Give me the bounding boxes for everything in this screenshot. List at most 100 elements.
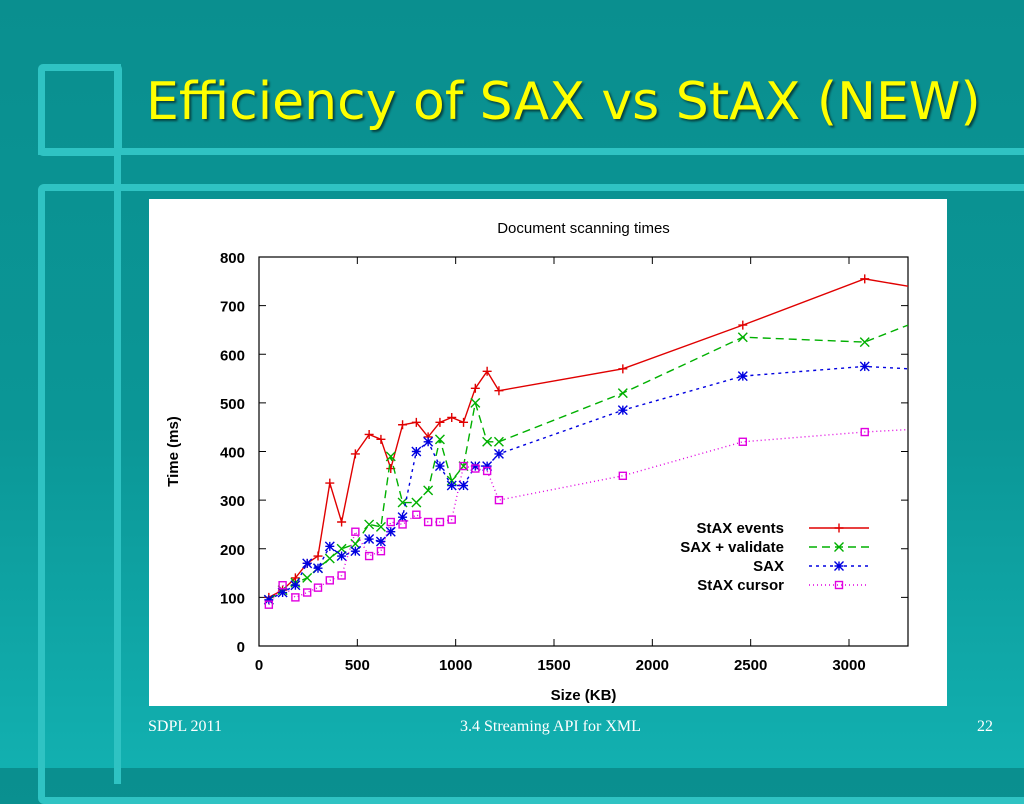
data-point-stax-cursor xyxy=(398,520,407,529)
data-point-stax-cursor xyxy=(376,546,386,556)
data-point-sax-validate xyxy=(434,434,445,445)
data-point-stax-events xyxy=(738,320,748,330)
series-line-sax-validate xyxy=(268,324,908,601)
legend-marker-stax-events xyxy=(834,523,844,533)
data-point-sax xyxy=(313,563,323,574)
data-point-stax-cursor xyxy=(412,510,421,519)
x-tick-label: 2000 xyxy=(636,657,669,674)
data-point-stax-cursor xyxy=(423,517,433,527)
y-tick-label: 700 xyxy=(220,299,245,316)
x-tick-label: 500 xyxy=(345,657,370,674)
footer-section: 3.4 Streaming API for XML xyxy=(460,718,641,735)
data-point-stax-events xyxy=(470,383,480,393)
y-tick-label: 100 xyxy=(220,590,245,607)
data-point-sax xyxy=(375,536,386,547)
series-line-stax-events xyxy=(268,278,908,599)
y-tick-label: 400 xyxy=(220,445,245,462)
data-point-sax-validate xyxy=(364,519,375,530)
data-point-stax-events xyxy=(398,420,408,430)
legend-label-sax-validate: SAX + validate xyxy=(680,539,784,556)
series-line-stax-cursor xyxy=(268,428,908,606)
data-point-stax-events xyxy=(337,517,347,527)
data-point-sax xyxy=(434,461,445,472)
x-tick-label: 0 xyxy=(255,657,263,674)
legend-label-stax-cursor: StAX cursor xyxy=(697,577,784,594)
data-point-sax xyxy=(482,461,493,472)
footer-page-number: 22 xyxy=(977,718,993,735)
decorative-frame-small xyxy=(38,64,122,156)
data-point-stax-cursor xyxy=(325,576,335,585)
data-point-sax xyxy=(397,512,408,523)
data-point-stax-events xyxy=(482,366,492,376)
series-line-sax xyxy=(268,365,908,601)
legend-label-sax: SAX xyxy=(753,558,784,575)
data-point-stax-events xyxy=(435,417,445,427)
x-tick-label: 3000 xyxy=(832,657,865,674)
data-point-sax-validate xyxy=(859,337,870,348)
data-point-sax-validate xyxy=(423,485,434,496)
data-point-sax-validate xyxy=(336,543,347,554)
data-point-stax-cursor xyxy=(386,517,395,527)
data-point-stax-cursor xyxy=(302,588,312,597)
data-point-stax-cursor xyxy=(278,581,287,590)
chart-title: Document scanning times xyxy=(497,220,670,237)
data-point-sax-validate xyxy=(324,553,335,564)
data-point-sax xyxy=(737,371,748,382)
legend-label-stax-events: StAX events xyxy=(696,520,784,537)
data-point-sax xyxy=(277,587,288,598)
y-axis-label: Time (ms) xyxy=(165,416,182,487)
data-point-sax-validate xyxy=(411,497,422,508)
data-point-sax-validate xyxy=(617,388,628,399)
legend-marker-stax-cursor xyxy=(834,580,844,590)
chart-panel: Document scanning times 0 100 200 300 400 500 6… xyxy=(149,199,947,706)
x-tick-label: 1500 xyxy=(537,657,570,674)
x-tick-label: 1000 xyxy=(439,657,472,674)
data-point-stax-cursor xyxy=(313,583,323,592)
data-point-sax xyxy=(263,594,274,605)
data-point-sax xyxy=(446,480,457,491)
data-point-sax-validate xyxy=(482,436,493,447)
data-point-sax xyxy=(423,436,434,447)
data-point-stax-events xyxy=(411,417,421,427)
data-point-stax-cursor xyxy=(618,471,628,481)
data-point-sax xyxy=(458,480,469,491)
data-point-stax-cursor xyxy=(738,437,747,446)
data-point-stax-cursor xyxy=(351,527,360,536)
data-point-stax-events xyxy=(350,449,360,459)
data-point-stax-cursor xyxy=(471,464,480,473)
data-point-sax xyxy=(350,546,361,557)
data-point-stax-cursor xyxy=(860,427,869,437)
data-point-stax-events xyxy=(376,434,386,444)
y-tick-label: 300 xyxy=(220,493,245,510)
data-point-stax-cursor xyxy=(264,600,274,609)
data-point-stax-events xyxy=(860,274,870,284)
data-point-stax-events xyxy=(459,417,469,427)
y-tick-label: 0 xyxy=(237,639,245,656)
data-point-sax xyxy=(336,551,347,562)
data-point-sax xyxy=(617,405,628,416)
chart-svg: Document scanning times 0 100 200 300 400 500 6… xyxy=(165,220,909,704)
data-point-sax xyxy=(385,526,396,537)
data-point-sax xyxy=(411,446,422,457)
data-point-stax-events xyxy=(364,429,374,439)
data-point-sax-validate xyxy=(493,436,504,447)
data-point-stax-cursor xyxy=(337,571,346,580)
data-point-stax-events xyxy=(325,478,335,488)
data-point-stax-cursor xyxy=(482,466,492,476)
footer-course: SDPL 2011 xyxy=(148,718,222,735)
data-point-sax xyxy=(364,534,375,545)
y-tick-label: 800 xyxy=(220,250,245,267)
data-point-stax-cursor xyxy=(459,461,468,471)
data-point-stax-events xyxy=(313,551,323,561)
data-point-stax-events xyxy=(447,412,457,422)
y-tick-label: 200 xyxy=(220,542,245,559)
x-tick-label: 2500 xyxy=(734,657,767,674)
data-point-sax-validate xyxy=(737,332,748,343)
data-point-sax xyxy=(470,461,481,472)
data-point-stax-cursor xyxy=(291,593,300,602)
data-point-sax-validate xyxy=(470,397,481,408)
data-point-stax-events xyxy=(618,364,628,374)
legend-marker-sax xyxy=(834,561,844,571)
data-point-stax-cursor xyxy=(447,515,456,524)
data-point-stax-events xyxy=(494,386,504,396)
